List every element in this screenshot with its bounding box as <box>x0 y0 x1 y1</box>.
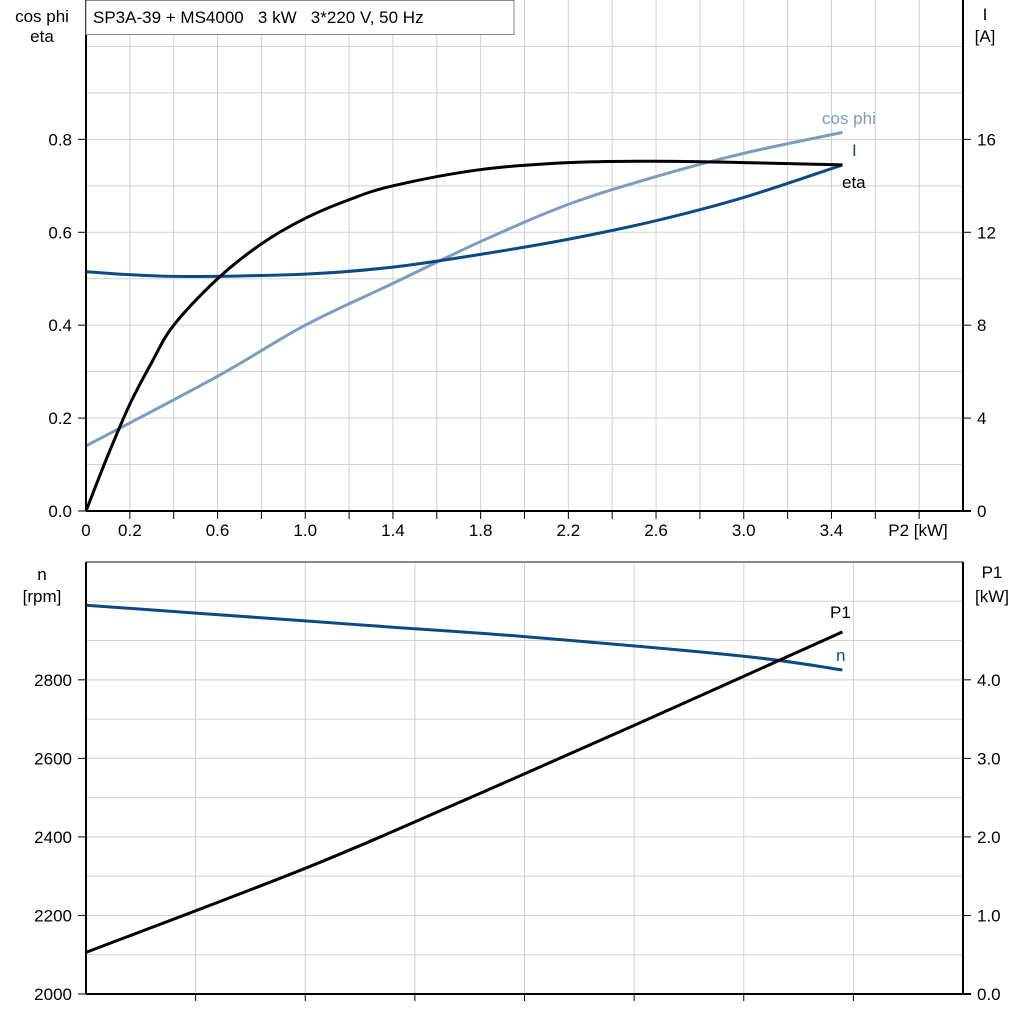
series-label: eta <box>842 173 866 192</box>
curve-P1 <box>85 630 844 954</box>
y-left-tick-label: 0.4 <box>48 316 72 335</box>
chart-title: SP3A-39 + MS4000 3 kW 3*220 V, 50 Hz <box>93 8 424 27</box>
y-right-tick-label: 12 <box>977 223 996 242</box>
x-tick-label: 1.4 <box>381 521 405 540</box>
x-tick-label: 0.2 <box>118 521 142 540</box>
y-left-tick-label: 2400 <box>34 828 72 847</box>
bottom-grid <box>86 561 963 994</box>
series-label: I <box>852 141 857 160</box>
y-left-tick-label: 2600 <box>34 749 72 768</box>
y-right-tick-label: 0.0 <box>977 985 1001 1004</box>
x-tick-label: 3.4 <box>820 521 844 540</box>
y-right-tick-label: 3.0 <box>977 749 1001 768</box>
x-tick-label: 0 <box>81 521 90 540</box>
y-right-tick-label: 8 <box>977 316 986 335</box>
title-box <box>85 0 515 35</box>
x-tick-label: 0.6 <box>206 521 230 540</box>
curve-I <box>85 163 843 278</box>
y-right-tick-label: 1.0 <box>977 906 1001 925</box>
y-left-tick-label: 2800 <box>34 671 72 690</box>
curves <box>84 130 844 954</box>
y-right-axis-label: [kW] <box>975 587 1009 606</box>
y-left-axis-label: [rpm] <box>23 587 62 606</box>
series-label: n <box>836 646 845 665</box>
top-grid <box>86 0 963 511</box>
y-left-axis-label: cos phi <box>15 7 69 26</box>
series-label: cos phi <box>822 109 876 128</box>
axes <box>78 0 971 1001</box>
y-right-axis-label: I <box>983 5 988 24</box>
y-left-axis-label: eta <box>30 27 54 46</box>
labels: 0 0.2 0.6 1.0 1.4 1.8 2.2 2.6 3.0 3.4 P2 [kW] 0.0 0.… <box>15 5 1009 1004</box>
y-left-tick-label: 0.8 <box>48 130 72 149</box>
y-left-tick-label: 0.0 <box>48 502 72 521</box>
y-right-axis-label: P1 <box>982 563 1003 582</box>
y-right-axis-label: [A] <box>975 27 996 46</box>
x-tick-label: 1.8 <box>469 521 493 540</box>
y-right-tick-label: 2.0 <box>977 828 1001 847</box>
y-left-tick-label: 2000 <box>34 985 72 1004</box>
y-right-tick-label: 4.0 <box>977 671 1001 690</box>
y-left-tick-label: 2200 <box>34 906 72 925</box>
x-tick-label: 3.0 <box>732 521 756 540</box>
y-right-tick-label: 4 <box>977 409 986 428</box>
y-right-tick-label: 16 <box>977 130 996 149</box>
x-axis-label: P2 [kW] <box>888 521 948 540</box>
series-label: P1 <box>830 603 851 622</box>
y-left-tick-label: 0.2 <box>48 409 72 428</box>
curve-cos-phi <box>85 130 843 448</box>
x-tick-label: 1.0 <box>293 521 317 540</box>
y-left-axis-label: n <box>37 565 46 584</box>
y-right-tick-label: 0 <box>977 502 986 521</box>
curve-n <box>85 603 843 672</box>
curve-eta <box>84 159 843 512</box>
y-left-tick-label: 0.6 <box>48 223 72 242</box>
x-tick-label: 2.6 <box>644 521 668 540</box>
x-tick-label: 2.2 <box>557 521 581 540</box>
